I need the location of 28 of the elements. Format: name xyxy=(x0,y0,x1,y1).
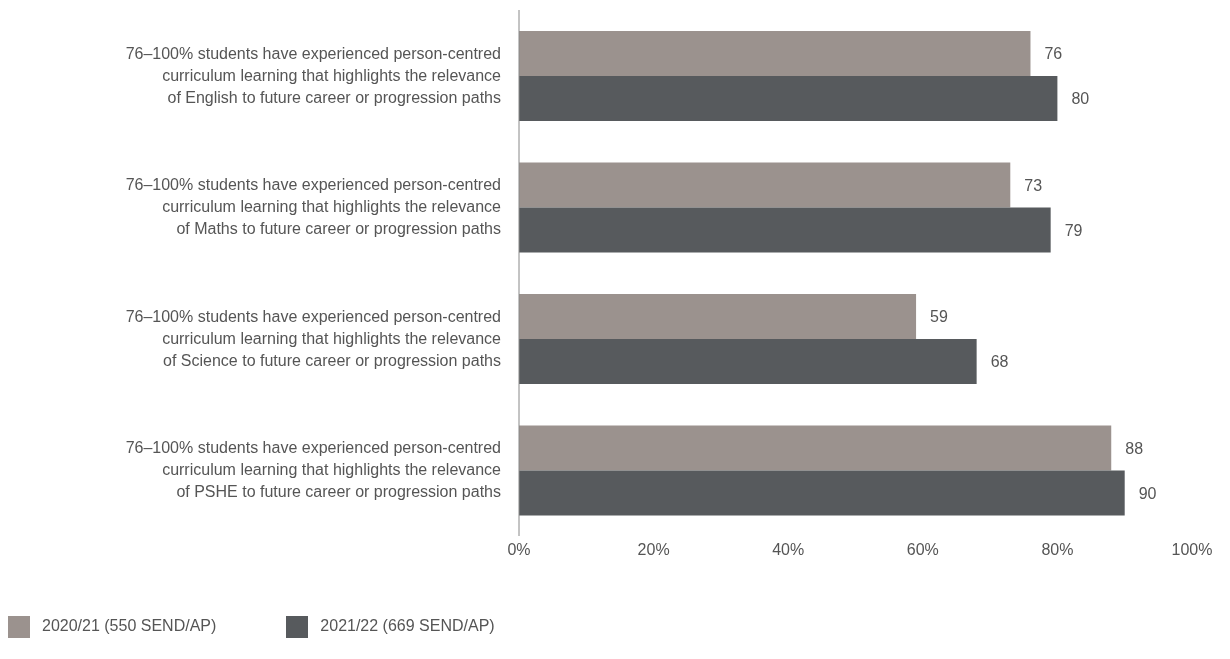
y-tick-label: 76–100% students have experienced person-centred curriculum learning that highlights the relevance of PSHE to future career or progression paths xyxy=(125,439,502,501)
x-tick-label: 0% xyxy=(507,541,531,559)
bar xyxy=(519,76,1058,122)
data-label: 76 xyxy=(1044,45,1063,63)
data-label: 80 xyxy=(1071,90,1090,108)
y-tick-label: 76–100% students have experienced person-centred curriculum learning that highlights the relevance of English to future career or progression paths xyxy=(125,44,502,106)
x-tick-label: 20% xyxy=(637,541,670,559)
y-tick-label: 76–100% students have experienced person-centred curriculum learning that highlights the relevance of Maths to future career or progression paths xyxy=(125,176,502,238)
y-tick-label: 76–100% students have experienced person-centred curriculum learning that highlights the relevance of Science to future career or progression paths xyxy=(125,307,502,369)
bar xyxy=(519,162,1011,208)
x-tick-label: 100% xyxy=(1171,541,1213,559)
data-label: 90 xyxy=(1138,484,1157,502)
data-label: 73 xyxy=(1024,176,1043,194)
bar xyxy=(519,207,1051,253)
data-label: 88 xyxy=(1125,439,1144,457)
data-label: 79 xyxy=(1064,221,1083,239)
bar xyxy=(519,31,1031,77)
x-tick-label: 60% xyxy=(906,541,939,559)
bar xyxy=(519,470,1125,516)
bar xyxy=(519,425,1112,471)
x-tick-label: 40% xyxy=(772,541,805,559)
bar xyxy=(519,339,977,385)
legend-label: 2020/21 (550 SEND/AP) xyxy=(42,617,217,635)
x-tick-label: 80% xyxy=(1041,541,1074,559)
bar xyxy=(519,294,917,340)
data-label: 68 xyxy=(990,353,1009,371)
legend-label: 2021/22 (669 SEND/AP) xyxy=(320,617,495,635)
data-label: 59 xyxy=(930,308,948,326)
